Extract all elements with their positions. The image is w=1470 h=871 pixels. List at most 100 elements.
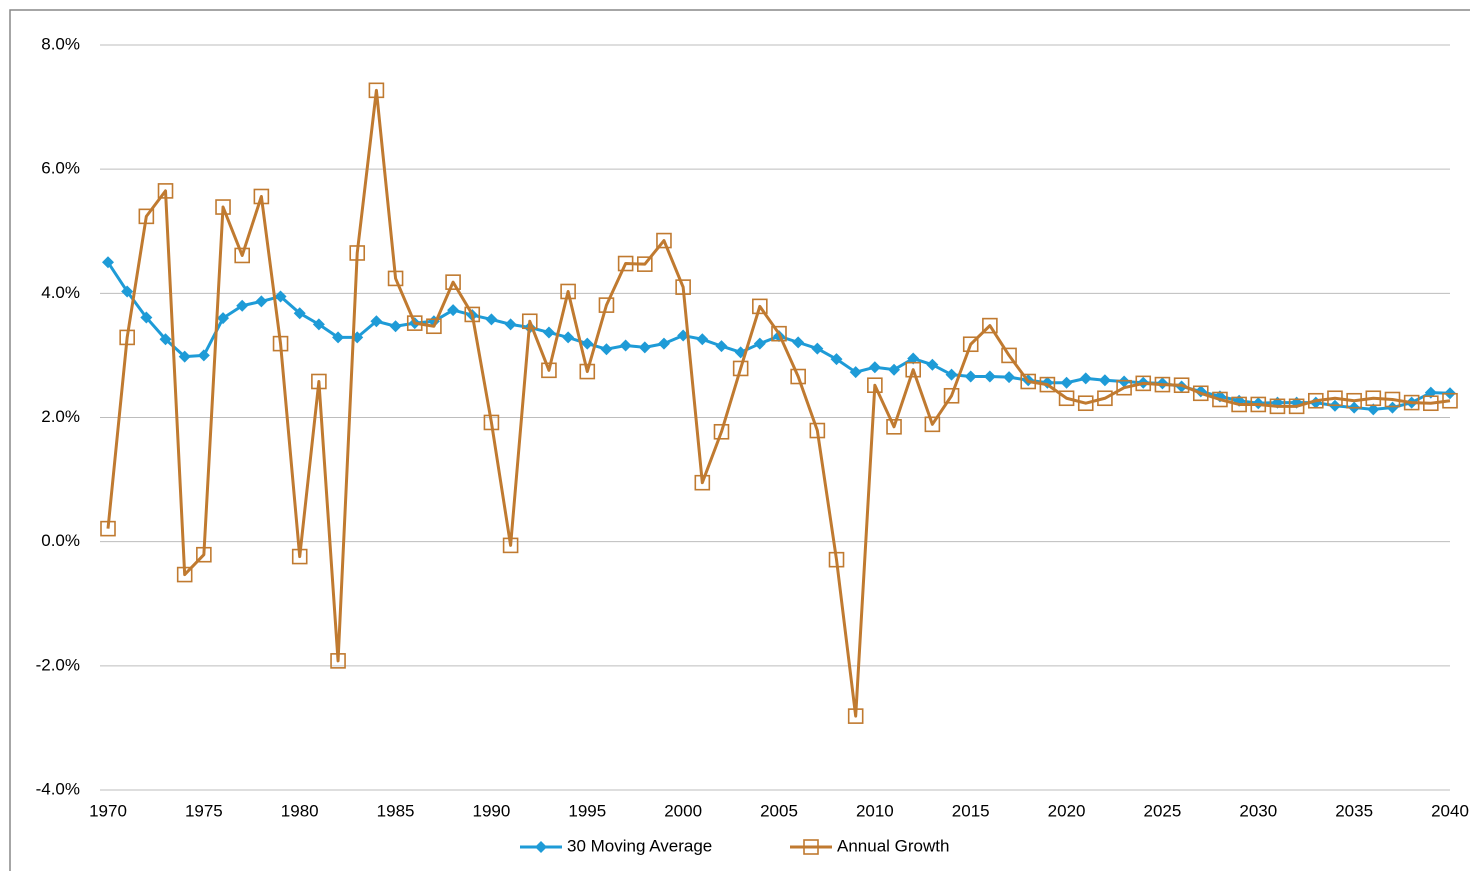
marker	[426, 318, 442, 335]
marker	[1346, 392, 1362, 409]
x-tick-label: 1985	[377, 801, 415, 820]
marker	[926, 358, 939, 371]
marker	[600, 343, 613, 356]
marker	[964, 370, 977, 383]
marker	[196, 546, 212, 563]
marker	[1442, 392, 1458, 409]
marker	[312, 318, 325, 331]
marker	[1077, 395, 1094, 412]
legend-item: 30 Moving Average	[520, 836, 712, 855]
marker	[119, 329, 135, 346]
x-tick-label: 2040	[1431, 801, 1469, 820]
y-tick-label: -2.0%	[36, 655, 80, 674]
marker	[368, 82, 385, 99]
y-tick-label: 6.0%	[41, 159, 80, 178]
marker	[715, 340, 728, 353]
marker	[541, 362, 557, 379]
marker	[982, 317, 998, 334]
marker	[943, 387, 960, 404]
marker	[102, 256, 114, 269]
marker	[100, 520, 116, 537]
marker	[675, 279, 691, 295]
marker	[274, 290, 287, 303]
chart-frame	[9, 9, 1470, 871]
marker	[1327, 390, 1343, 407]
x-tick-label: 2025	[1144, 801, 1182, 820]
marker	[847, 708, 864, 724]
x-tick-label: 1980	[281, 801, 319, 820]
legend-label: Annual Growth	[837, 836, 949, 855]
marker	[598, 297, 615, 313]
x-tick-label: 2020	[1048, 801, 1086, 820]
marker	[1135, 375, 1152, 392]
marker	[1001, 347, 1017, 364]
y-tick-label: 0.0%	[41, 531, 80, 550]
marker	[1367, 403, 1380, 416]
marker	[1403, 394, 1420, 411]
marker	[694, 474, 711, 491]
marker	[1386, 401, 1399, 414]
marker	[849, 366, 862, 379]
marker	[809, 422, 826, 439]
marker	[696, 333, 709, 346]
marker	[542, 326, 555, 339]
marker	[140, 311, 153, 324]
marker	[1365, 390, 1382, 407]
marker	[1058, 390, 1075, 407]
x-tick-label: 1975	[185, 801, 223, 820]
marker	[1079, 372, 1092, 385]
marker	[1212, 391, 1228, 408]
marker	[236, 299, 249, 312]
marker	[138, 208, 155, 225]
marker	[1192, 385, 1209, 402]
marker	[811, 342, 824, 355]
series-line	[106, 88, 1451, 718]
x-tick-label: 2000	[664, 801, 702, 820]
marker	[1288, 398, 1305, 415]
marker	[962, 336, 979, 353]
marker	[907, 352, 920, 365]
marker	[157, 183, 174, 199]
marker	[255, 295, 268, 308]
marker	[868, 361, 881, 374]
x-tick-label: 2030	[1239, 801, 1277, 820]
x-tick-label: 2015	[952, 801, 990, 820]
marker	[349, 245, 366, 261]
marker	[579, 363, 596, 380]
marker	[1384, 391, 1401, 408]
marker	[1039, 376, 1056, 393]
marker	[581, 337, 594, 350]
marker	[983, 370, 996, 383]
marker	[1020, 373, 1037, 390]
marker	[253, 188, 270, 205]
x-tick-label: 1990	[473, 801, 511, 820]
marker	[272, 335, 289, 352]
x-tick-label: 2005	[760, 801, 798, 820]
marker	[332, 331, 345, 344]
marker	[1098, 374, 1111, 387]
x-tick-label: 2035	[1335, 801, 1373, 820]
marker	[638, 341, 651, 354]
marker	[291, 548, 308, 565]
marker	[562, 331, 575, 344]
marker	[560, 283, 576, 300]
legend-label: 30 Moving Average	[567, 836, 712, 855]
marker	[445, 274, 461, 290]
marker	[1116, 379, 1132, 396]
marker	[656, 232, 672, 249]
marker	[485, 313, 498, 326]
marker	[215, 199, 231, 215]
marker	[387, 270, 404, 287]
marker	[732, 360, 749, 377]
marker	[406, 315, 423, 331]
marker	[217, 312, 230, 325]
marker	[1154, 376, 1171, 393]
marker	[1060, 376, 1073, 389]
marker	[1423, 395, 1439, 412]
marker	[753, 337, 766, 350]
x-tick-label: 2010	[856, 801, 894, 820]
marker	[159, 333, 172, 346]
marker	[311, 373, 327, 390]
y-tick-label: -4.0%	[36, 779, 80, 798]
